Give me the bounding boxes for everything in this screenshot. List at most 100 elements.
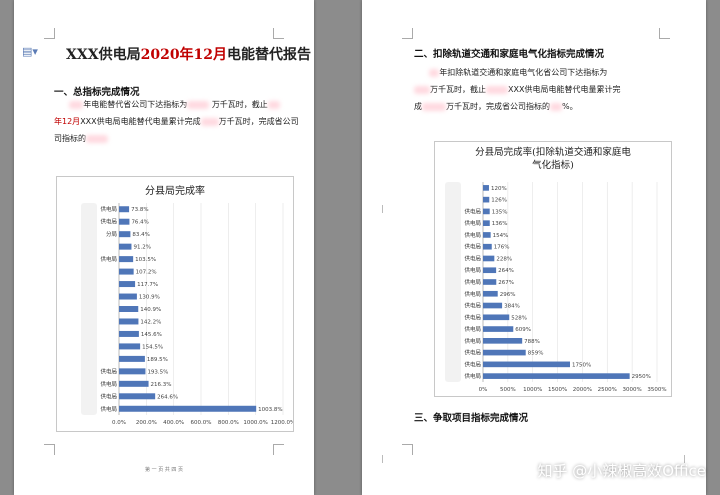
data-label: 264.6%	[157, 394, 178, 400]
x-tick-label: 3500%	[647, 387, 666, 393]
crop-mark	[402, 28, 413, 39]
page-footer: 第 一 页 共 四 页	[145, 467, 183, 473]
document-icon[interactable]: ▤▾	[22, 45, 38, 58]
category-label: 供电局	[464, 266, 481, 274]
category-label: 供电局	[100, 405, 117, 413]
category-label: 供电局	[464, 372, 481, 380]
crop-mark	[44, 444, 55, 455]
data-label: 135%	[492, 209, 508, 215]
data-label: 216.3%	[151, 382, 172, 388]
bar	[483, 314, 510, 321]
x-tick-label: 500%	[500, 387, 516, 393]
category-label: 供电局	[464, 325, 481, 333]
data-label: 189.5%	[147, 357, 168, 363]
data-label: 83.4%	[132, 232, 149, 238]
title-suffix: 电能替代报告	[227, 47, 312, 63]
bar	[119, 306, 139, 312]
category-label: 供电局	[464, 302, 481, 310]
category-label: 供电局	[464, 290, 481, 298]
document-page-left: ▤▾ XXX供电局2020年12月电能替代报告 一、总指标完成情况 年电能替代省…	[14, 0, 314, 495]
bar	[483, 255, 495, 262]
data-label: 142.2%	[140, 319, 161, 325]
section1-heading: 一、总指标完成情况	[54, 87, 140, 98]
data-label: 136%	[492, 221, 508, 227]
bar	[483, 232, 491, 238]
data-label: 120%	[491, 186, 507, 192]
data-label: 1750%	[572, 362, 591, 368]
category-label: 供电局	[100, 367, 117, 375]
bar	[483, 326, 514, 332]
crop-mark	[273, 444, 284, 455]
x-tick-label: 200.0%	[136, 420, 157, 426]
category-label: 供电局	[100, 255, 117, 263]
bar	[119, 330, 139, 337]
bar	[119, 355, 145, 362]
title-date: 2020年12月	[140, 47, 228, 63]
section2-heading: 二、扣除轨道交通和家庭电气化指标完成情况	[414, 49, 605, 60]
bar	[119, 318, 139, 325]
bar	[483, 279, 497, 285]
margin-mark	[382, 455, 389, 463]
bar	[483, 220, 490, 226]
data-label: 228%	[496, 256, 512, 262]
category-label: 供电局	[464, 231, 481, 239]
page-title: XXX供电局2020年12月电能替代报告	[66, 44, 311, 64]
data-label: 859%	[528, 351, 544, 357]
chart-completion-rate-excluding: 分县局完成率(扣除轨道交通和家庭电 气化指标) 0% 500% 1000% 1500%…	[434, 141, 672, 397]
category-label: 供电局	[100, 205, 117, 213]
bar-chart-svg: 0.0% 200.0% 400.0% 600.0% 800.0% 1000.0% 1200.…	[81, 203, 293, 426]
category-label: 供电局	[464, 337, 481, 345]
data-label: 193.5%	[147, 369, 168, 375]
bar	[483, 361, 570, 368]
crop-mark	[402, 444, 413, 455]
section2-paragraph: 年扣除轨道交通和家庭电气化省公司下达指标为 万千瓦时，截止 XXX供电局电能替代电…	[414, 68, 621, 111]
data-label: 103.5%	[135, 257, 156, 263]
data-label: 296%	[500, 292, 516, 298]
redacted-region	[81, 203, 97, 415]
bar	[483, 302, 503, 309]
category-label: 供电局	[464, 360, 481, 368]
category-label: 供电局	[464, 278, 481, 286]
chart-completion-rate: 分县局完成率 0.0% 200.0% 400.0% 600.0% 800.0% 1000.…	[56, 176, 294, 432]
margin-mark	[684, 455, 691, 463]
category-label: 供电局	[464, 207, 481, 215]
x-tick-label: 600.0%	[191, 420, 212, 426]
x-tick-label: 2500%	[598, 387, 617, 393]
section1-paragraph: 年电能替代省公司下达指标为 万千瓦时，截止 年12月XXX供电局电能替代电量累计…	[54, 100, 299, 143]
x-tick-label: 400.0%	[163, 420, 184, 426]
section3-heading: 三、争取项目指标完成情况	[414, 413, 529, 424]
bar	[119, 293, 137, 300]
bar	[119, 243, 132, 250]
category-label: 供电局	[464, 243, 481, 251]
data-label: 145.6%	[141, 332, 162, 338]
x-tick-label: 1000%	[523, 387, 542, 393]
bar	[119, 405, 257, 412]
bar	[483, 243, 492, 250]
bar	[483, 196, 490, 203]
bar	[119, 281, 136, 288]
data-label: 528%	[511, 315, 527, 321]
redacted-region	[445, 182, 461, 382]
bar	[483, 208, 490, 215]
document-page-right: 二、扣除轨道交通和家庭电气化指标完成情况 年扣除轨道交通和家庭电气化省公司下达指…	[362, 0, 706, 495]
bar	[119, 368, 146, 375]
data-label: 107.2%	[136, 270, 157, 276]
bar	[119, 218, 130, 225]
data-label: 130.9%	[139, 295, 160, 301]
bar	[119, 380, 149, 387]
data-label: 76.4%	[131, 220, 148, 226]
x-tick-label: 800.0%	[218, 420, 239, 426]
crop-mark	[273, 28, 284, 39]
crop-mark	[44, 28, 55, 39]
category-label: 供电局	[464, 313, 481, 321]
data-label: 788%	[524, 339, 540, 345]
data-label: 126%	[491, 198, 507, 204]
bar	[119, 206, 130, 213]
category-label: 供电局	[464, 254, 481, 262]
watermark: 知乎 @小辣椒高效Office	[537, 462, 706, 480]
bar	[483, 373, 630, 379]
category-label: 分局	[106, 230, 117, 238]
margin-mark	[382, 205, 389, 213]
data-label: 1003.8%	[258, 407, 282, 413]
bar-chart-svg: 0% 500% 1000% 1500% 2000% 2500% 3000% 3500% 120%…	[445, 182, 667, 393]
